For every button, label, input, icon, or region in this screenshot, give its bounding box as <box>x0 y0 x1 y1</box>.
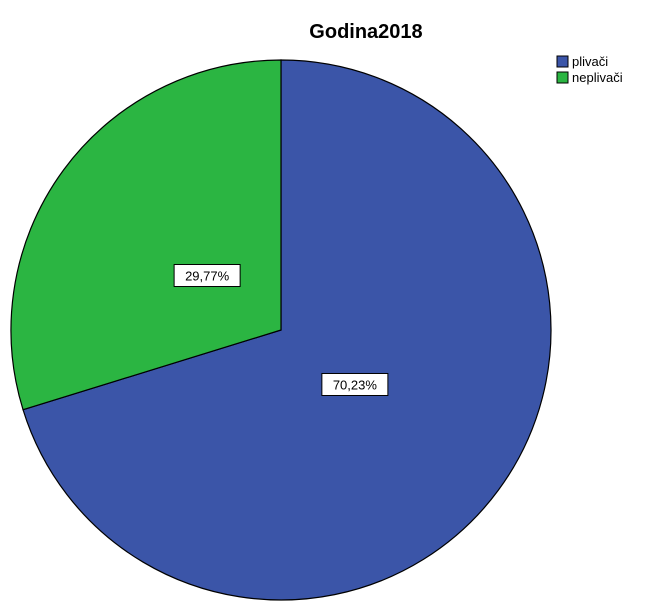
data-label-text: 70,23% <box>333 377 378 392</box>
data-label-box <box>321 372 389 396</box>
pie-data-labels: 70,23% 29,77% <box>173 264 389 396</box>
pie-slice-neplivaci <box>10 59 282 411</box>
legend-label-neplivaci: neplivači <box>572 70 623 85</box>
legend-swatch-neplivaci <box>556 71 569 84</box>
data-label-neplivaci: 29,77% <box>173 264 241 288</box>
pie-slice-plivaci <box>22 59 552 601</box>
data-label-plivaci: 70,23% <box>321 372 389 396</box>
data-label-text: 29,77% <box>185 269 230 284</box>
legend: plivači neplivači <box>556 54 623 85</box>
chart-title: Godina2018 <box>309 21 422 43</box>
legend-swatch-plivaci <box>556 55 569 68</box>
pie-slices <box>10 59 552 601</box>
data-label-box <box>173 264 241 288</box>
legend-label-plivaci: plivači <box>572 54 608 69</box>
